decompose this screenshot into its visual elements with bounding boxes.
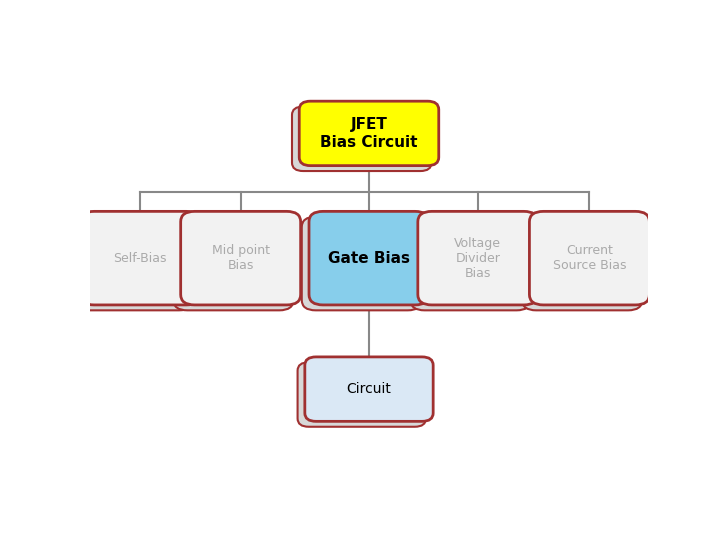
FancyBboxPatch shape <box>174 217 293 310</box>
Text: JFET
Bias Circuit: JFET Bias Circuit <box>320 117 418 150</box>
FancyBboxPatch shape <box>297 362 426 427</box>
Text: Gate Bias: Gate Bias <box>328 251 410 266</box>
FancyBboxPatch shape <box>302 217 422 310</box>
Text: Circuit: Circuit <box>346 382 392 396</box>
FancyBboxPatch shape <box>292 106 431 171</box>
FancyBboxPatch shape <box>410 217 531 310</box>
FancyBboxPatch shape <box>522 217 642 310</box>
Text: Mid point
Bias: Mid point Bias <box>212 244 270 272</box>
Text: Current
Source Bias: Current Source Bias <box>553 244 626 272</box>
FancyBboxPatch shape <box>309 211 429 305</box>
FancyBboxPatch shape <box>305 357 433 421</box>
Text: Self-Bias: Self-Bias <box>114 252 167 265</box>
FancyBboxPatch shape <box>181 211 301 305</box>
FancyBboxPatch shape <box>73 217 193 310</box>
FancyBboxPatch shape <box>418 211 538 305</box>
FancyBboxPatch shape <box>529 211 649 305</box>
FancyBboxPatch shape <box>300 101 438 166</box>
Text: Voltage
Divider
Bias: Voltage Divider Bias <box>454 237 501 280</box>
FancyBboxPatch shape <box>80 211 200 305</box>
